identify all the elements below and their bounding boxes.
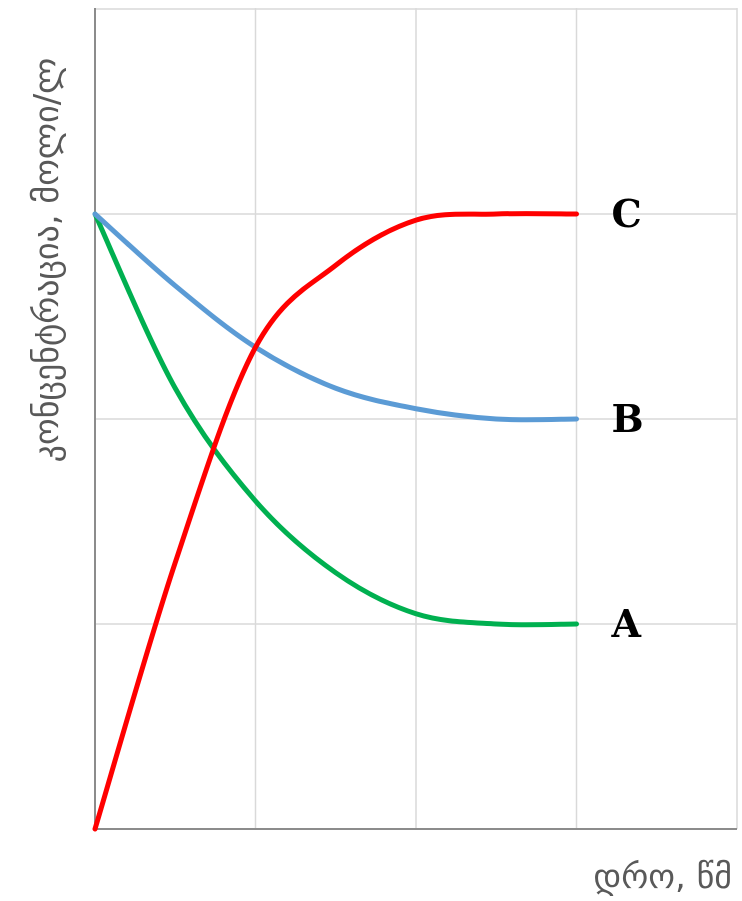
series-line-a	[92, 211, 579, 628]
series-label-a: A	[611, 601, 642, 646]
series-labels: A B C	[611, 191, 644, 646]
series-label-b: B	[612, 396, 644, 441]
x-axis-title: დრო, წმ	[593, 857, 732, 897]
series-label-c: C	[612, 191, 642, 236]
series-line-b	[92, 211, 579, 423]
series-line-c	[92, 211, 579, 832]
series-group	[92, 211, 579, 832]
y-axis-title: კონცენტრაცია, მოლი/ლ	[27, 58, 67, 463]
axes	[94, 8, 737, 830]
